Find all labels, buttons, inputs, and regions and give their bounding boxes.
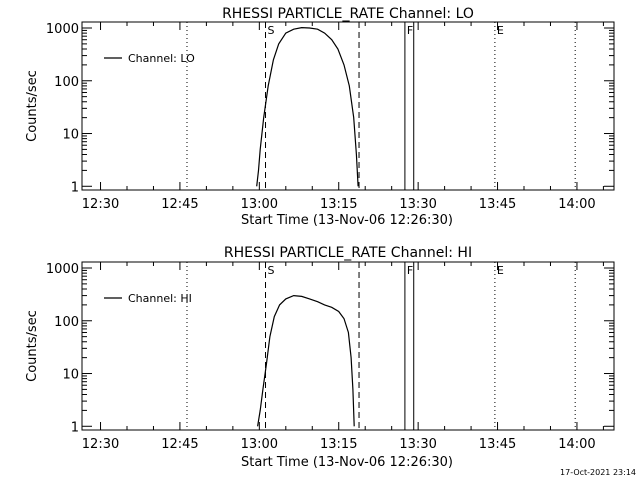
x-tick-label: 13:45 <box>479 197 516 212</box>
legend-label: Channel: LO <box>128 52 195 65</box>
event-marker-label: S <box>268 24 275 37</box>
y-tick-label: 1 <box>71 180 79 195</box>
event-marker-label: F <box>407 24 413 37</box>
event-marker-label: E <box>497 264 504 277</box>
x-tick-label: 12:45 <box>161 437 198 452</box>
x-axis-label: Start Time (13-Nov-06 12:26:30) <box>241 455 453 470</box>
x-tick-label: 13:45 <box>479 437 516 452</box>
x-tick-label: 13:00 <box>241 437 278 452</box>
chart-title: RHESSI PARTICLE_RATE Channel: HI <box>224 245 472 261</box>
plot-layer: 12:30 12:45 13:00 13:15 13:30 13:45 14:00 1 10 10… <box>46 262 614 452</box>
plot-frame <box>81 261 615 431</box>
y-tick-label: 100 <box>54 315 79 330</box>
chart-title: RHESSI PARTICLE_RATE Channel: LO <box>222 6 474 22</box>
panel-hi: RHESSI PARTICLE_RATE Channel: HI Counts/… <box>25 245 615 470</box>
panel-lo: RHESSI PARTICLE_RATE Channel: LO Counts/… <box>25 6 615 228</box>
x-tick-label: 13:15 <box>320 197 357 212</box>
x-tick-label: 14:00 <box>558 197 595 212</box>
x-axis-label: Start Time (13-Nov-06 12:26:30) <box>241 213 453 228</box>
y-axis-label: Counts/sec <box>25 310 40 382</box>
y-tick-label: 1000 <box>46 22 79 37</box>
x-tick-label: 13:30 <box>399 197 436 212</box>
event-marker-label: S <box>268 264 275 277</box>
event-marker-label: F <box>407 264 413 277</box>
y-tick-label: 10 <box>62 128 79 143</box>
y-tick-label: 1 <box>71 420 79 435</box>
x-tick-label: 12:30 <box>82 437 119 452</box>
x-tick-label: 12:30 <box>82 197 119 212</box>
y-tick-label: 10 <box>62 368 79 383</box>
x-tick-label: 13:15 <box>320 437 357 452</box>
series-line <box>257 294 355 427</box>
x-tick-label: 13:30 <box>399 437 436 452</box>
series-line <box>256 26 359 187</box>
plot-frame <box>81 21 615 191</box>
footer-timestamp: 17-Oct-2021 23:14 <box>560 468 636 477</box>
x-tick-label: 12:45 <box>161 197 198 212</box>
x-tick-label: 13:00 <box>241 197 278 212</box>
x-tick-label: 14:00 <box>558 437 595 452</box>
y-tick-label: 100 <box>54 75 79 90</box>
legend-label: Channel: HI <box>128 292 192 305</box>
y-axis-label: Counts/sec <box>25 70 40 142</box>
plot-layer: 12:30 12:45 13:00 13:15 13:30 13:45 14:00 1 10 10… <box>46 22 614 212</box>
event-marker-label: E <box>497 24 504 37</box>
y-tick-label: 1000 <box>46 262 79 277</box>
